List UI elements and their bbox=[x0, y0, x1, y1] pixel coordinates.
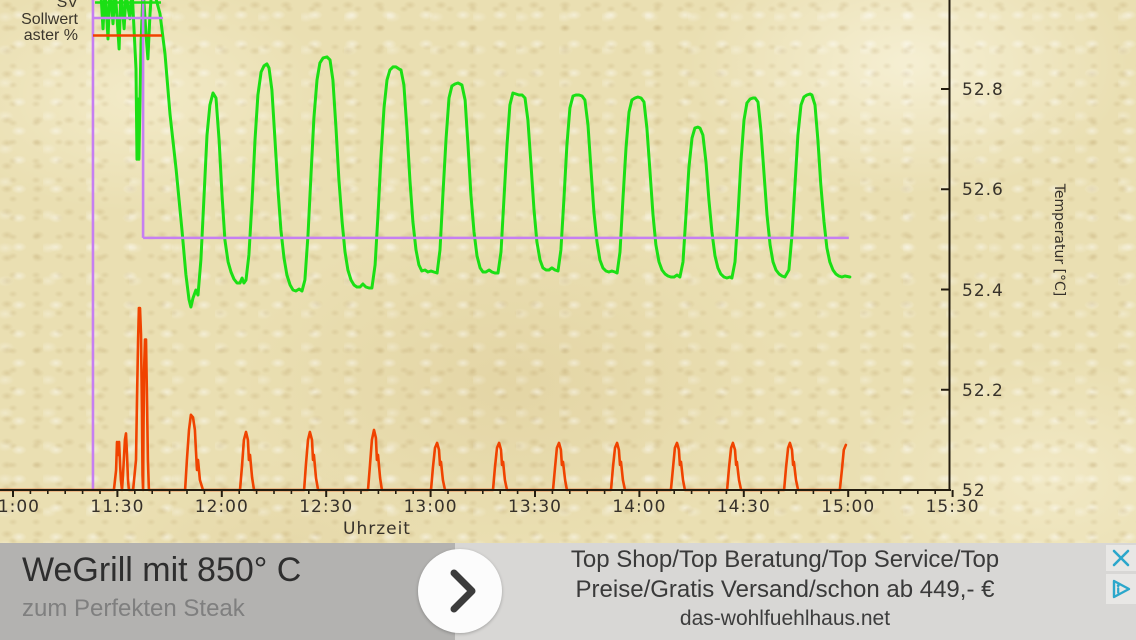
ad-headline: WeGrill mit 850° C bbox=[22, 551, 302, 589]
ad-close-button[interactable] bbox=[1106, 545, 1136, 571]
adchoices-triangle-icon bbox=[1112, 579, 1131, 599]
legend-item-sv: SV bbox=[56, 0, 78, 11]
ad-text-line2: Preise/Gratis Versand/schon ab 449,- € bbox=[575, 576, 995, 603]
x-tick-label: 15:00 bbox=[821, 497, 876, 517]
x-tick-label: 13:30 bbox=[508, 497, 562, 517]
x-axis-title: Uhrzeit bbox=[343, 519, 411, 539]
y-axis-title: Temperatur [°C] bbox=[1051, 183, 1067, 297]
x-tick-label: 11:00 bbox=[0, 497, 40, 517]
ad-subline: zum Perfekten Steak bbox=[22, 595, 245, 622]
legend-item-power: aster % bbox=[23, 27, 78, 44]
y-tick-label: 52 bbox=[962, 481, 986, 501]
temperature-chart bbox=[0, 0, 954, 497]
ad-url: das-wohlfuehlhaus.net bbox=[679, 607, 891, 630]
x-tick-label: 14:00 bbox=[612, 497, 667, 517]
adchoices-icon[interactable] bbox=[1106, 574, 1136, 604]
x-tick-label: 12:00 bbox=[194, 497, 249, 517]
x-tick-label: 14:30 bbox=[716, 497, 771, 517]
ad-text-area[interactable]: Top Shop/Top Beratung/Top Service/Top Pr… bbox=[455, 543, 1136, 640]
ad-text-line1: Top Shop/Top Beratung/Top Service/Top bbox=[570, 546, 1000, 573]
x-tick-label: 11:30 bbox=[90, 497, 145, 517]
close-icon bbox=[1112, 549, 1130, 567]
y-tick-label: 52.2 bbox=[962, 380, 1004, 401]
y-tick-label: 52.4 bbox=[962, 280, 1004, 301]
x-tick-label: 15:30 bbox=[925, 497, 980, 517]
ad-cta-button[interactable] bbox=[418, 549, 502, 633]
chevron-right-icon bbox=[450, 569, 476, 613]
ad-banner[interactable]: WeGrill mit 850° C zum Perfekten Steak T… bbox=[0, 543, 1136, 640]
x-tick-label: 12:30 bbox=[299, 497, 354, 517]
legend-item-sollwert: Sollwert bbox=[21, 11, 78, 28]
x-axis-labels: 11:00 11:30 12:00 12:30 13:00 13:30 14:00 14:30… bbox=[0, 497, 1136, 519]
y-tick-label: 52.6 bbox=[962, 180, 1004, 201]
x-tick-label: 13:00 bbox=[403, 497, 458, 517]
ad-promo-area[interactable]: WeGrill mit 850° C zum Perfekten Steak bbox=[0, 543, 455, 640]
y-axis-labels: 52 52.2 52.4 52.6 52.8 bbox=[962, 80, 1004, 501]
y-tick-label: 52.8 bbox=[962, 80, 1004, 100]
